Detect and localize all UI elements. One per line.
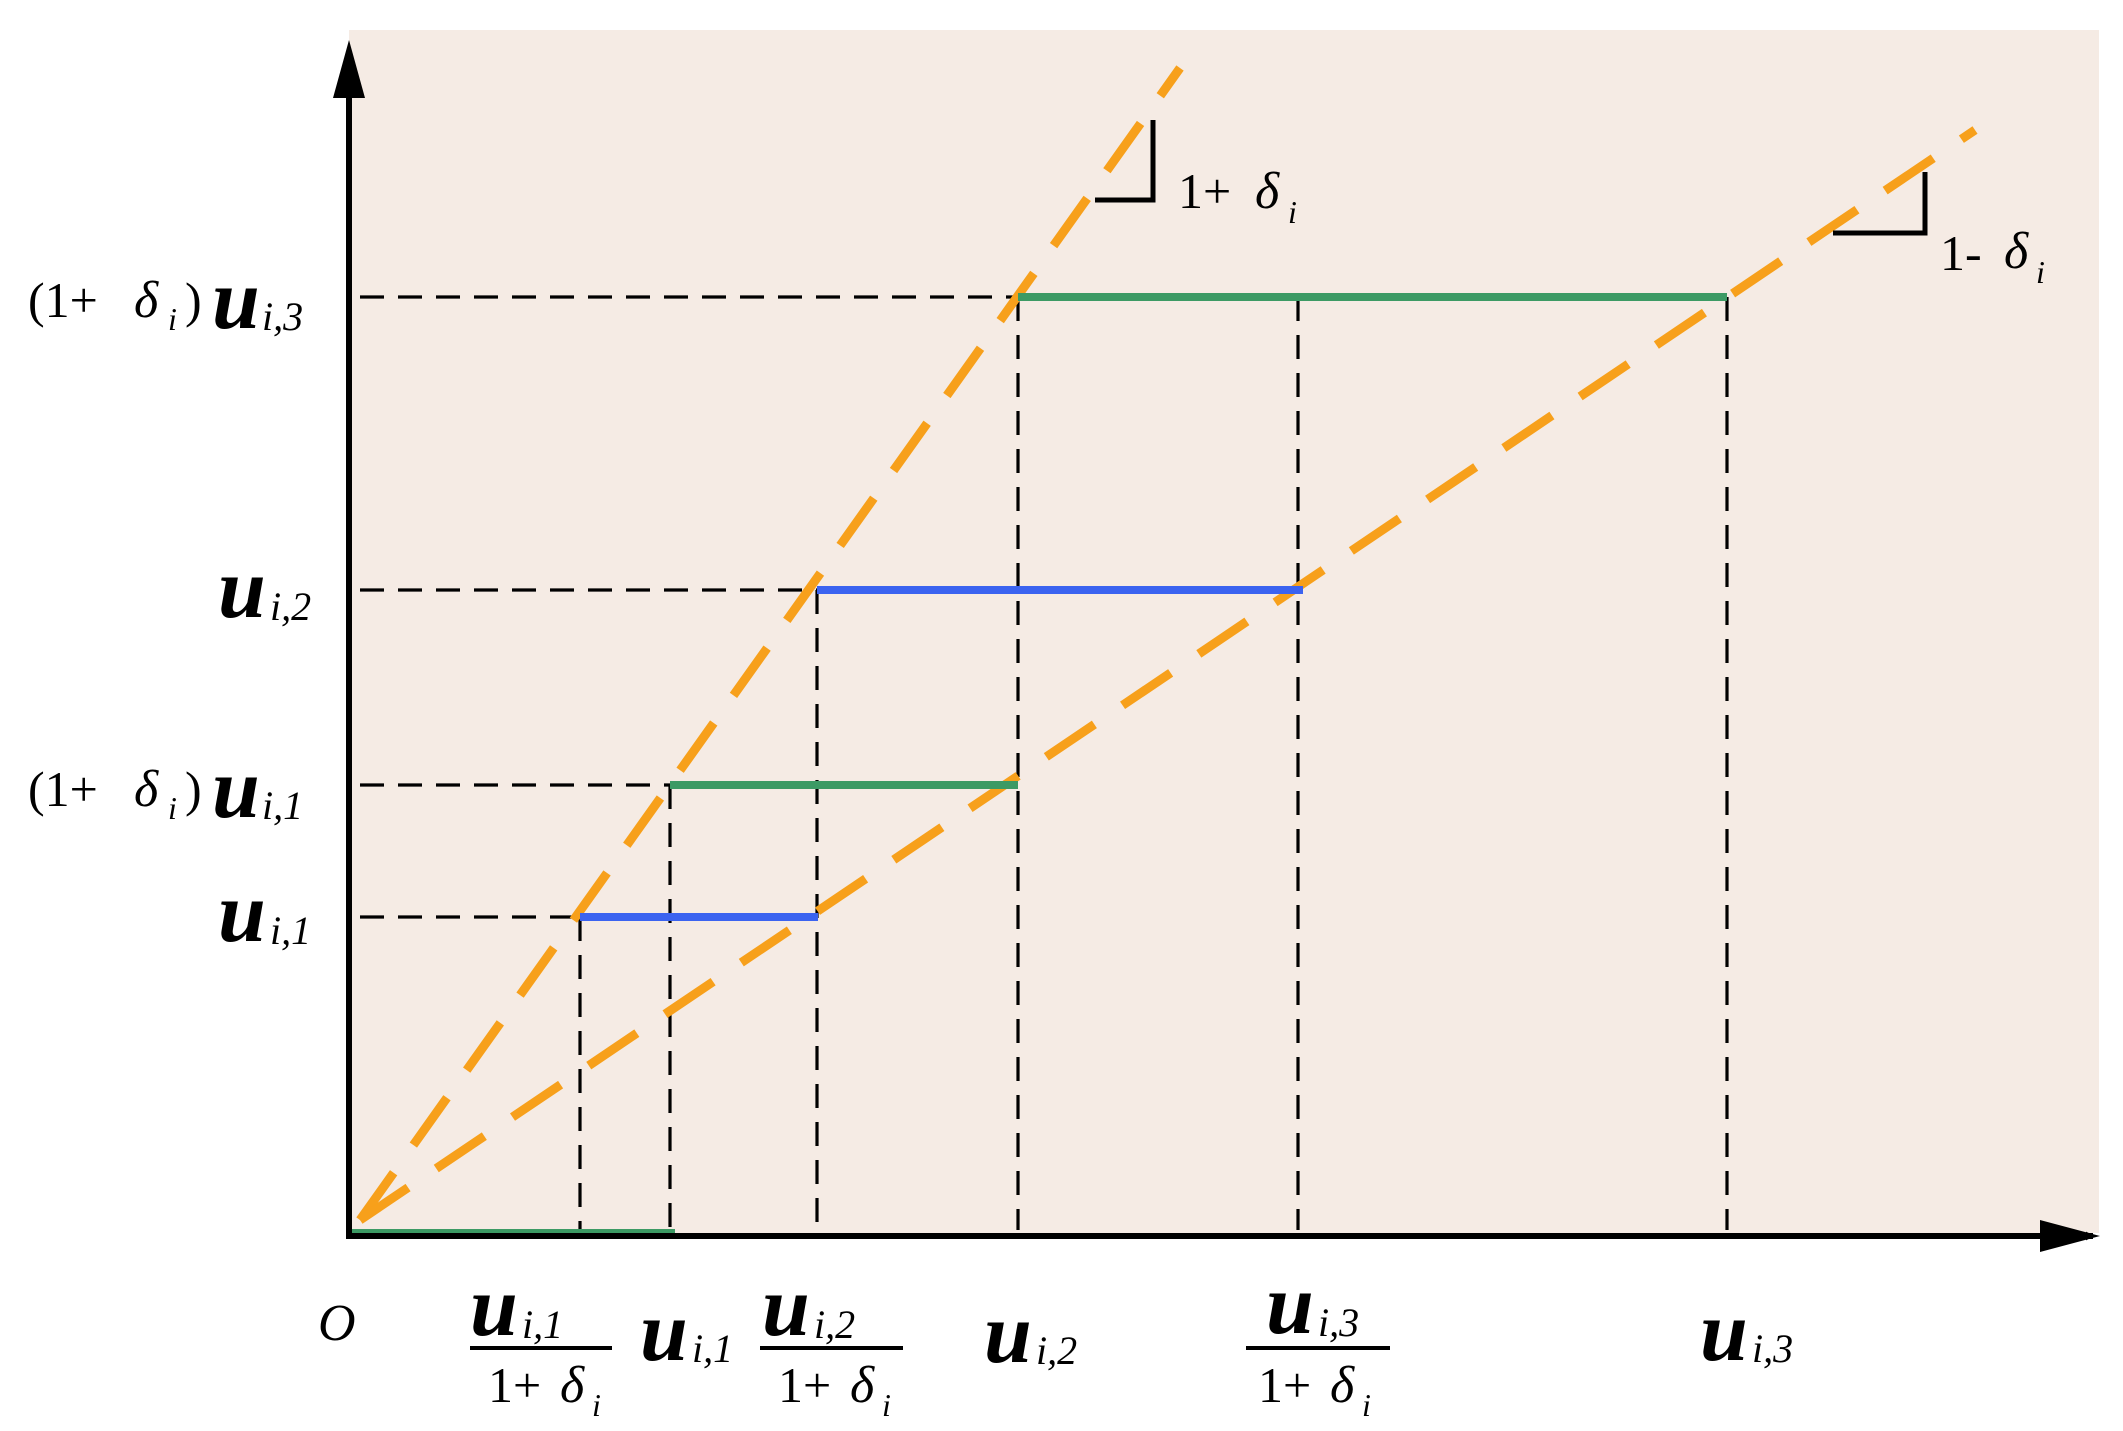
x2o-den-prefix: 1+ (778, 1357, 831, 1413)
x3-sub: i,3 (1752, 1326, 1793, 1371)
slope-line-upper (356, 65, 1184, 1223)
y3-prefix: (1+ (28, 272, 98, 328)
y2-u: u (218, 540, 266, 636)
x1o-den-prefix: 1+ (488, 1357, 541, 1413)
x1-u: u (640, 1283, 688, 1379)
origin-label: O (318, 1295, 356, 1352)
x-axis-arrowhead (2040, 1220, 2100, 1252)
slope-lines (356, 65, 1978, 1224)
y3-close: ) (185, 272, 202, 328)
x-label-u-i3-over: u i,3 1+ δ i (1246, 1256, 1390, 1423)
x2o-delta: δ (850, 1357, 875, 1414)
y3-delta: δ (134, 272, 159, 329)
y-label-u-i1: u i,1 (218, 864, 311, 960)
x-label-u-i2: u i,2 (984, 1285, 1077, 1381)
slope-lower-delta: δ (2004, 223, 2029, 280)
slope-label-lower: 1- δ i (1940, 223, 2045, 290)
y-label-u-i3-scaled: (1+ δ i ) u i,3 (28, 251, 303, 347)
slope-lower-delta-sub: i (2036, 254, 2045, 290)
y1s-sub: i,1 (262, 783, 303, 828)
y2-sub: i,2 (270, 584, 311, 629)
y3-sub: i,3 (262, 294, 303, 339)
guide-lines (360, 295, 1729, 1230)
y1-u: u (218, 864, 266, 960)
x3o-delta: δ (1330, 1357, 1355, 1414)
y1s-u: u (212, 740, 260, 836)
y-label-u-i2: u i,2 (218, 540, 311, 636)
slope-markers (1095, 120, 1928, 236)
x2o-u: u (762, 1258, 810, 1354)
slope-line-lower (357, 126, 1978, 1224)
x3o-u: u (1266, 1256, 1314, 1352)
y1s-close: ) (185, 761, 202, 817)
x3o-sub: i,3 (1318, 1300, 1359, 1345)
y-label-u-i1-scaled: (1+ δ i ) u i,1 (28, 740, 303, 836)
x1o-u: u (470, 1258, 518, 1354)
x2o-delta-sub: i (882, 1387, 891, 1423)
slope-upper-delta: δ (1255, 163, 1280, 220)
slope-marker-upper (1095, 120, 1156, 203)
x3o-den-prefix: 1+ (1258, 1357, 1311, 1413)
y1s-delta-sub: i (168, 790, 177, 826)
x1-sub: i,1 (692, 1326, 733, 1371)
x1o-delta-sub: i (592, 1387, 601, 1423)
axes (344, 50, 2095, 1241)
x3o-delta-sub: i (1362, 1387, 1371, 1423)
y1s-prefix: (1+ (28, 761, 98, 817)
y1s-delta: δ (134, 761, 159, 818)
x-label-u-i3: u i,3 (1700, 1283, 1793, 1379)
x-label-u-i1: u i,1 (640, 1283, 733, 1379)
slope-marker-lower (1833, 172, 1928, 236)
y3-u: u (212, 251, 260, 347)
x-label-u-i2-over: u i,2 1+ δ i (760, 1258, 903, 1423)
x3-u: u (1700, 1283, 1748, 1379)
x2o-sub: i,2 (814, 1302, 855, 1347)
slope-upper-prefix: 1+ (1178, 163, 1231, 219)
y-axis-arrowhead (333, 40, 365, 98)
slope-lower-prefix: 1- (1940, 225, 1982, 281)
slope-upper-delta-sub: i (1288, 194, 1297, 230)
x1o-sub: i,1 (522, 1302, 563, 1347)
x1o-delta: δ (560, 1357, 585, 1414)
x2-sub: i,2 (1036, 1328, 1077, 1373)
y3-delta-sub: i (168, 301, 177, 337)
y1-sub: i,1 (270, 908, 311, 953)
slope-label-upper: 1+ δ i (1178, 163, 1297, 230)
x-label-u-i1-over: u i,1 1+ δ i (470, 1258, 612, 1423)
x2-u: u (984, 1285, 1032, 1381)
